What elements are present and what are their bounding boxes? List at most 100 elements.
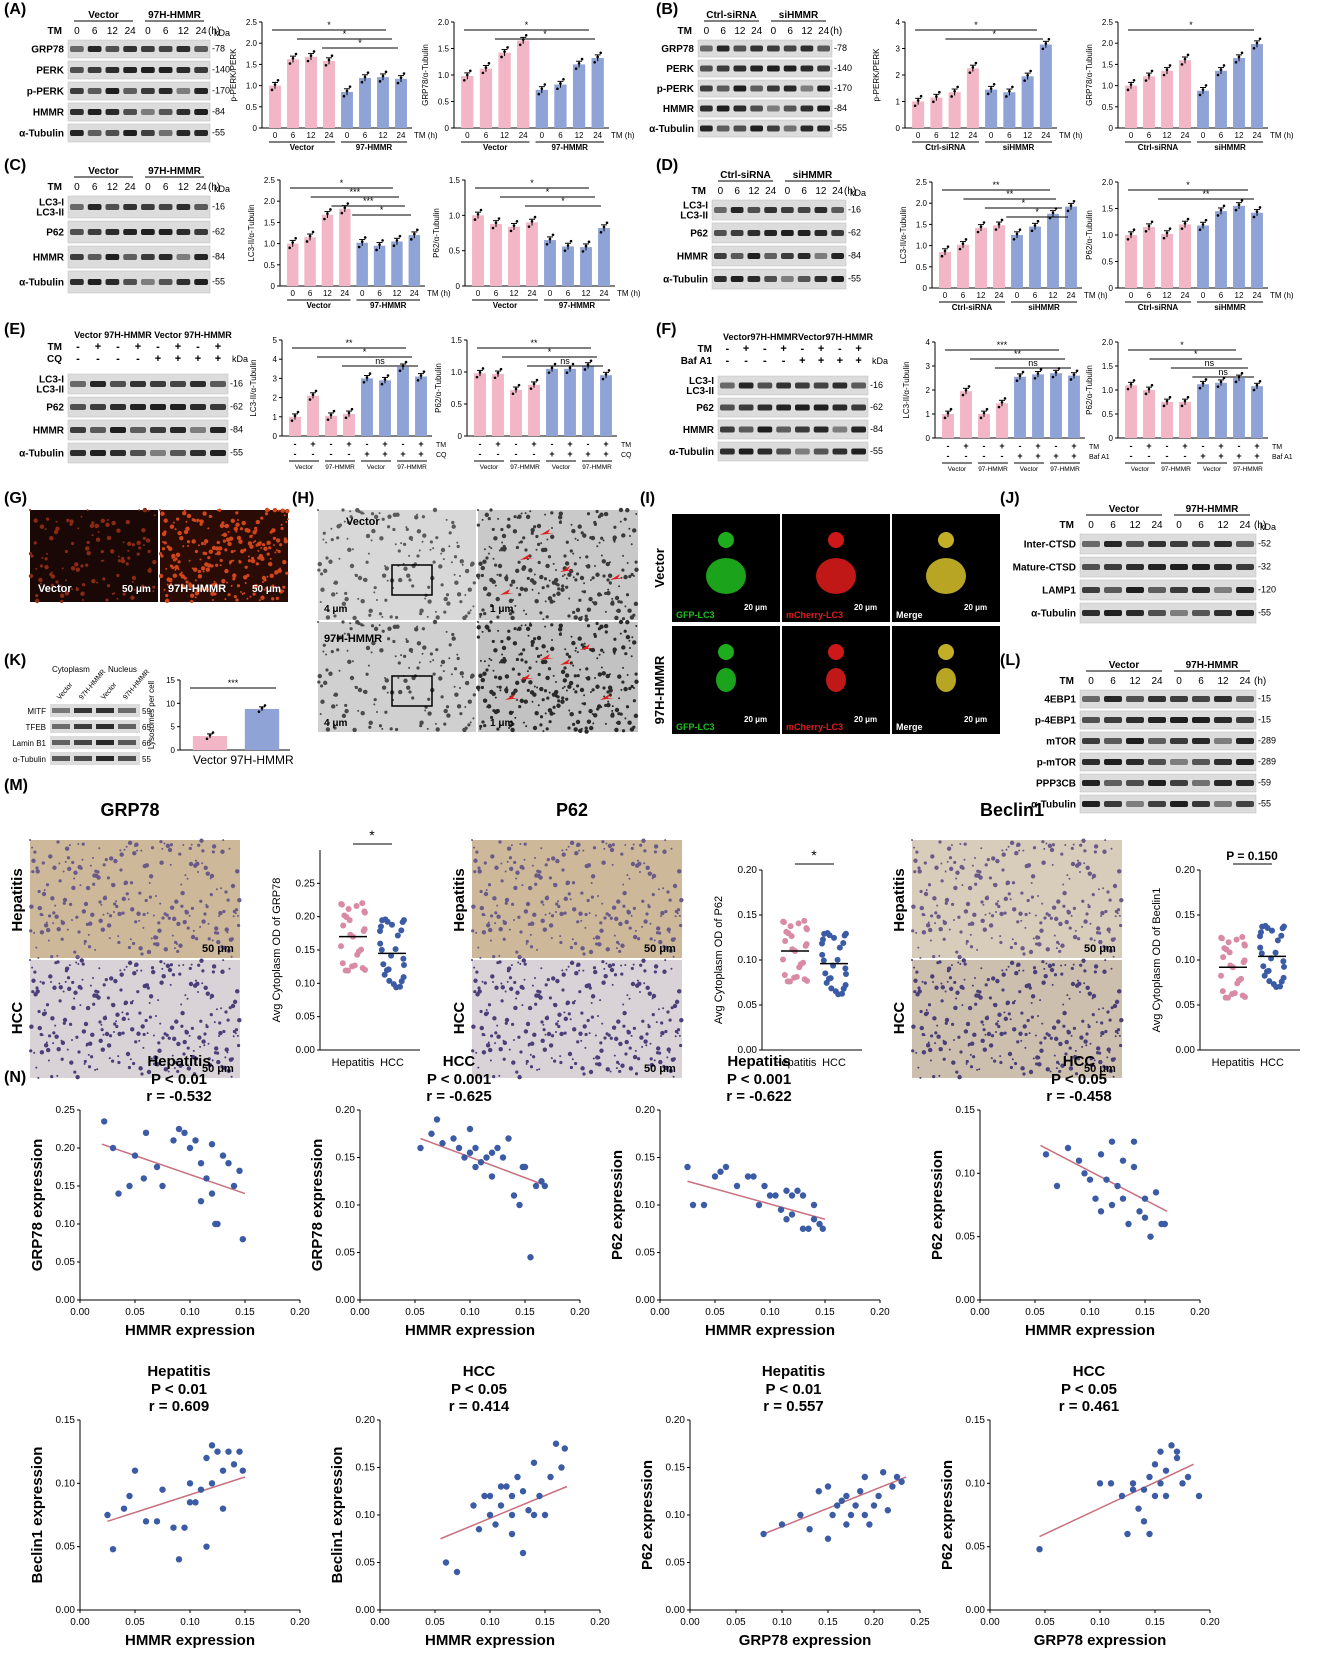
blot-kda-marker: -289 [1258,736,1276,746]
image-texture [236,535,242,541]
bar [323,61,335,129]
blot-strip [1079,579,1257,601]
bar [528,384,540,436]
image-texture [500,660,505,664]
data-point [566,244,570,247]
x-condition-name: Baf A1 [1089,454,1110,461]
image-texture [535,646,539,651]
image-texture [632,963,635,966]
blot-unit: (h) [1254,520,1266,531]
image-texture [936,1024,939,1027]
blot-row-label: HMMR [33,426,65,437]
x-condition-value: + [310,439,315,449]
image-texture [515,568,520,574]
image-texture [957,1035,961,1039]
image-texture [1020,1066,1025,1071]
image-texture [50,896,55,901]
y-tick-label: 3 [896,45,901,54]
image-texture [626,874,629,877]
image-texture [999,940,1003,945]
image-texture [451,520,455,525]
image-texture [1016,920,1020,924]
image-texture [155,1062,160,1067]
scatter-point [450,1135,457,1142]
image-texture [138,1011,142,1015]
blot-band [194,254,208,260]
image-texture [429,540,433,544]
image-texture [585,555,589,559]
image-texture [519,963,522,966]
image-texture [668,948,673,954]
image-texture [590,1015,595,1019]
image-texture [250,558,256,564]
image-texture [1072,843,1075,846]
y-tick-label: 1.5 [438,45,450,54]
blot-band [1236,738,1254,744]
image-texture [279,567,282,570]
image-texture [572,610,576,614]
group-label: Vector [367,464,386,471]
y-tick-label: 0.5 [1102,410,1114,419]
data-point [583,368,587,371]
image-texture [551,976,556,981]
image-texture [535,660,538,663]
image-texture [98,1038,103,1044]
image-texture [180,883,183,886]
image-texture [511,579,516,584]
scatter-point [1225,939,1232,946]
image-texture [464,706,467,709]
data-point [940,254,944,258]
blot-row-label: TFEB [26,723,46,732]
image-texture [1091,993,1097,999]
x-condition-value: + [567,449,572,459]
image-texture [185,520,188,523]
image-texture [153,1055,158,1060]
blot-band [105,204,120,210]
image-texture [381,517,385,521]
image-texture [163,947,168,952]
image-texture [584,729,589,734]
image-texture [546,1031,552,1037]
bar [582,365,594,436]
data-point [293,414,297,418]
image-texture [594,1034,597,1037]
image-texture [957,961,960,964]
image-texture [360,511,364,515]
image-texture [479,1009,483,1014]
image-texture [370,624,375,628]
image-texture [609,582,612,585]
image-texture [397,549,401,553]
cell-signal [828,644,844,660]
image-texture [583,642,586,645]
image-texture [982,1047,987,1052]
image-texture [341,508,345,512]
bar [343,413,355,436]
image-texture [477,1066,480,1069]
image-texture [635,625,638,628]
image-texture [601,559,606,564]
image-texture [66,928,69,931]
image-texture [576,845,578,847]
image-texture [77,984,82,990]
image-texture [398,577,403,583]
significance-label: * [1194,349,1198,359]
data-point [979,225,983,229]
image-texture [144,1019,147,1022]
image-texture [477,577,480,580]
image-texture [674,1029,679,1034]
image-texture [626,994,629,997]
data-point [1150,383,1154,387]
scatter-point [346,917,353,924]
image-texture [921,930,927,935]
image-texture [668,898,672,902]
bar [1161,70,1173,128]
image-texture [522,648,526,652]
data-point [506,46,509,49]
blot-condition-value: + [855,343,861,355]
image-texture [662,887,665,890]
channel-label: Merge [896,610,923,620]
image-texture [567,726,571,730]
x-tick-label: 0.05 [405,1307,425,1318]
data-point [476,212,480,216]
image-texture [456,544,460,549]
